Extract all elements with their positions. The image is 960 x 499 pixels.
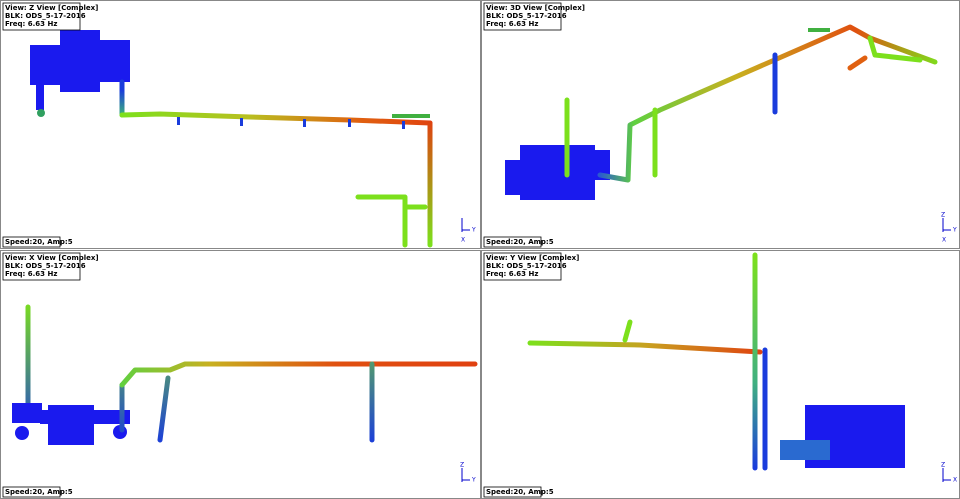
status-label: Speed:20, Amp:5 (5, 488, 73, 496)
freq-label: Freq: 6.63 Hz (5, 20, 57, 28)
block-label: BLK: ODS_5-17-2016 (486, 262, 567, 270)
status-label: Speed:20, Amp:5 (486, 238, 554, 246)
model-3d-view (505, 24, 938, 200)
view-label: View: X View [Complex] (5, 254, 99, 262)
info-box (2, 2, 81, 31)
info-box (483, 2, 562, 31)
status-box (2, 486, 61, 498)
status-box (483, 236, 542, 248)
status-box (2, 236, 61, 248)
status-label: Speed:20, Amp:5 (5, 238, 73, 246)
viewport[interactable] (481, 0, 960, 249)
axis-label: Z (941, 462, 945, 469)
model-x-view (12, 304, 478, 445)
freq-label: Freq: 6.63 Hz (486, 270, 538, 278)
info-box (2, 252, 81, 281)
view-label: View: Y View [Complex] (486, 254, 579, 262)
axis-label: Z (460, 462, 464, 469)
axis-label: Y (952, 227, 957, 234)
block-label: BLK: ODS_5-17-2016 (486, 12, 567, 20)
status-label: Speed:20, Amp:5 (486, 488, 554, 496)
view-label: View: Z View [Complex] (5, 4, 98, 12)
axis-label: X (461, 237, 465, 244)
axis-label: X (942, 237, 946, 244)
axis-label: X (953, 477, 957, 484)
axis-label: Z (941, 212, 945, 219)
axis-label: Y (471, 477, 476, 484)
block-label: BLK: ODS_5-17-2016 (5, 12, 86, 20)
block-label: BLK: ODS_5-17-2016 (5, 262, 86, 270)
freq-label: Freq: 6.63 Hz (5, 270, 57, 278)
freq-label: Freq: 6.63 Hz (486, 20, 538, 28)
viewport[interactable] (0, 250, 481, 499)
status-box (483, 486, 542, 498)
info-box (483, 252, 562, 281)
axis-label: Y (471, 227, 476, 234)
model-z-view (30, 30, 433, 248)
model-y-view (527, 252, 905, 471)
view-label: View: 3D View [Complex] (486, 4, 585, 12)
